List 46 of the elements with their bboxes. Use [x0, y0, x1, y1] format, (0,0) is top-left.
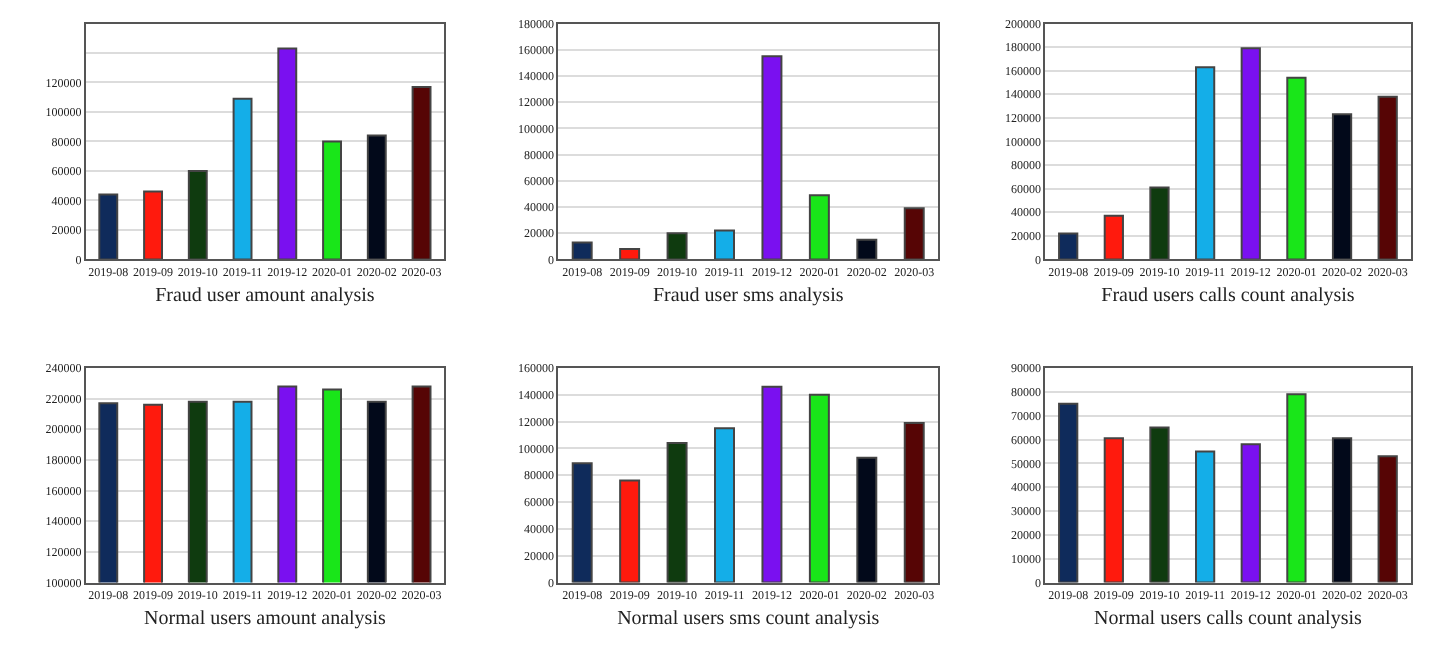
- bar: [1377, 95, 1398, 260]
- bar: [1194, 450, 1216, 583]
- x-axis-title: Fraud user sms analysis: [652, 284, 844, 307]
- bar: [714, 427, 735, 583]
- bar: [1377, 455, 1398, 583]
- bar: [322, 140, 342, 260]
- bar: [277, 47, 298, 260]
- bar: [619, 479, 641, 583]
- x-axis-title: Normal users calls count analysis: [1094, 607, 1363, 630]
- bar: [1058, 232, 1079, 260]
- bar: [1149, 426, 1170, 583]
- x-axis-title: Normal users sms count analysis: [617, 607, 880, 630]
- bar: [366, 134, 387, 260]
- bar: [619, 247, 641, 260]
- x-axis-title: Normal users amount analysis: [144, 607, 386, 630]
- bar: [571, 241, 593, 260]
- bar: [1103, 437, 1124, 583]
- bar: [903, 207, 925, 260]
- bar: [1058, 402, 1079, 583]
- bar: [232, 97, 253, 260]
- x-axis-title: Fraud users calls count analysis: [1101, 284, 1355, 307]
- bar: [1194, 66, 1216, 260]
- bar: [411, 85, 432, 260]
- bar: [1286, 76, 1307, 260]
- bar: [187, 169, 208, 260]
- bar: [714, 229, 735, 260]
- bar: [1240, 443, 1261, 583]
- bar: [856, 456, 878, 583]
- bar: [98, 193, 119, 260]
- bar: [808, 393, 830, 583]
- bar: [761, 385, 783, 583]
- bar: [903, 421, 925, 583]
- bar: [1149, 186, 1170, 260]
- bar: [571, 462, 593, 583]
- bar: [808, 194, 830, 260]
- x-axis-title: Fraud user amount analysis: [155, 284, 375, 307]
- bar: [1103, 214, 1124, 260]
- bar: [1286, 393, 1307, 583]
- bar: [1331, 437, 1353, 583]
- bar: [143, 190, 163, 260]
- bar: [666, 442, 688, 583]
- bar: [856, 238, 878, 260]
- bar: [666, 232, 688, 260]
- bar: [761, 55, 783, 260]
- bar: [1331, 113, 1353, 260]
- bar: [1240, 47, 1261, 260]
